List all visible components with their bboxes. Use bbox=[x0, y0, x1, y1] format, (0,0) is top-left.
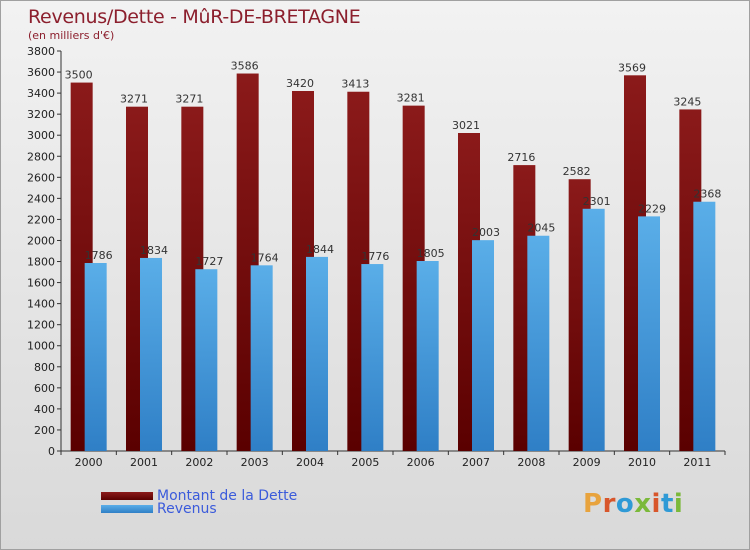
y-tick-label: 1200 bbox=[27, 319, 55, 332]
legend-swatch-revenue bbox=[101, 505, 153, 513]
data-label-revenue: 1834 bbox=[140, 244, 168, 257]
x-tick-label: 2005 bbox=[351, 456, 379, 469]
y-tick-label: 800 bbox=[34, 361, 55, 374]
data-label-revenue: 2301 bbox=[583, 195, 611, 208]
data-label-revenue: 1844 bbox=[306, 243, 334, 256]
logo-letter: i bbox=[651, 489, 661, 519]
data-label-revenue: 1727 bbox=[195, 255, 223, 268]
y-tick-label: 2200 bbox=[27, 213, 55, 226]
y-tick-label: 200 bbox=[34, 424, 55, 437]
x-tick-label: 2009 bbox=[573, 456, 601, 469]
y-tick-label: 2600 bbox=[27, 171, 55, 184]
x-tick-label: 2008 bbox=[517, 456, 545, 469]
data-label-debt: 3420 bbox=[286, 77, 314, 90]
data-label-revenue: 2003 bbox=[472, 226, 500, 239]
y-tick-label: 3400 bbox=[27, 87, 55, 100]
y-tick-label: 3200 bbox=[27, 108, 55, 121]
data-label-revenue: 2368 bbox=[693, 188, 721, 201]
data-label-revenue: 1786 bbox=[85, 249, 113, 262]
x-tick-label: 2002 bbox=[185, 456, 213, 469]
y-tick-label: 2400 bbox=[27, 192, 55, 205]
y-tick-label: 1600 bbox=[27, 277, 55, 290]
bar-revenue bbox=[195, 269, 218, 451]
logo-letter: t bbox=[660, 489, 674, 519]
logo-letter: i bbox=[673, 489, 684, 519]
y-tick-label: 600 bbox=[34, 382, 55, 395]
x-tick-label: 2011 bbox=[683, 456, 711, 469]
chart-title: Revenus/Dette - MûR-DE-BRETAGNE bbox=[28, 6, 361, 28]
y-tick-label: 0 bbox=[48, 445, 55, 458]
y-tick-label: 2000 bbox=[27, 234, 55, 247]
data-label-revenue: 2229 bbox=[638, 202, 666, 215]
data-label-debt: 3500 bbox=[65, 69, 93, 82]
data-label-revenue: 1764 bbox=[251, 251, 279, 264]
bar-revenue bbox=[472, 240, 494, 451]
bar-revenue bbox=[84, 263, 107, 451]
proxiti-logo: Proxiti bbox=[583, 489, 683, 519]
bar-revenue bbox=[306, 256, 328, 451]
legend-label-revenue: Revenus bbox=[157, 501, 217, 517]
logo-letter: P bbox=[583, 489, 603, 519]
y-tick-label: 3800 bbox=[27, 45, 55, 58]
logo-letter: r bbox=[602, 489, 616, 519]
x-tick-label: 2001 bbox=[130, 456, 158, 469]
data-label-debt: 3569 bbox=[618, 61, 646, 74]
bar-revenue bbox=[693, 201, 716, 451]
x-tick-label: 2010 bbox=[628, 456, 656, 469]
legend-label-debt: Montant de la Dette bbox=[157, 488, 298, 504]
x-tick-label: 2000 bbox=[75, 456, 103, 469]
legend-swatch-debt bbox=[101, 492, 153, 500]
logo-letter: o bbox=[615, 489, 635, 519]
data-label-debt: 3271 bbox=[175, 93, 203, 106]
y-tick-label: 400 bbox=[34, 403, 55, 416]
x-tick-label: 2003 bbox=[241, 456, 269, 469]
y-tick-label: 1000 bbox=[27, 340, 55, 353]
chart-data-labels: 3500 3271 3271 3586 3420 3413 3281 3021 2716 2582… bbox=[65, 60, 722, 269]
data-label-debt: 3413 bbox=[341, 78, 369, 91]
bar-revenue bbox=[582, 208, 605, 451]
data-label-debt: 2582 bbox=[563, 165, 591, 178]
bar-revenue bbox=[140, 257, 162, 451]
data-label-revenue: 1805 bbox=[417, 247, 445, 260]
bar-revenue bbox=[416, 261, 439, 451]
x-tick-label: 2004 bbox=[296, 456, 324, 469]
data-label-debt: 2716 bbox=[507, 151, 535, 164]
y-tick-label: 1800 bbox=[27, 256, 55, 269]
data-label-debt: 3245 bbox=[673, 95, 701, 108]
y-tick-label: 3000 bbox=[27, 129, 55, 142]
data-label-revenue: 2045 bbox=[527, 222, 555, 235]
logo-letter: x bbox=[634, 489, 652, 519]
bar-revenue bbox=[361, 264, 384, 451]
bar-revenue bbox=[527, 235, 550, 451]
data-label-debt: 3021 bbox=[452, 119, 480, 132]
y-tick-label: 3600 bbox=[27, 66, 55, 79]
x-tick-label: 2007 bbox=[462, 456, 490, 469]
data-label-revenue: 1776 bbox=[361, 250, 389, 263]
x-tick-label: 2006 bbox=[407, 456, 435, 469]
chart-axes: 0 200 400 600 800 1000 1200 1400 1600 1800 2000 220… bbox=[27, 45, 726, 469]
y-tick-label: 2800 bbox=[27, 150, 55, 163]
chart-bars bbox=[70, 73, 716, 452]
chart-subtitle: (en milliers d'€) bbox=[28, 29, 115, 42]
y-tick-label: 1400 bbox=[27, 298, 55, 311]
data-label-debt: 3586 bbox=[231, 60, 259, 73]
data-label-debt: 3271 bbox=[120, 93, 148, 106]
bar-revenue bbox=[638, 216, 660, 451]
data-label-debt: 3281 bbox=[397, 92, 425, 105]
bar-revenue bbox=[250, 265, 273, 451]
